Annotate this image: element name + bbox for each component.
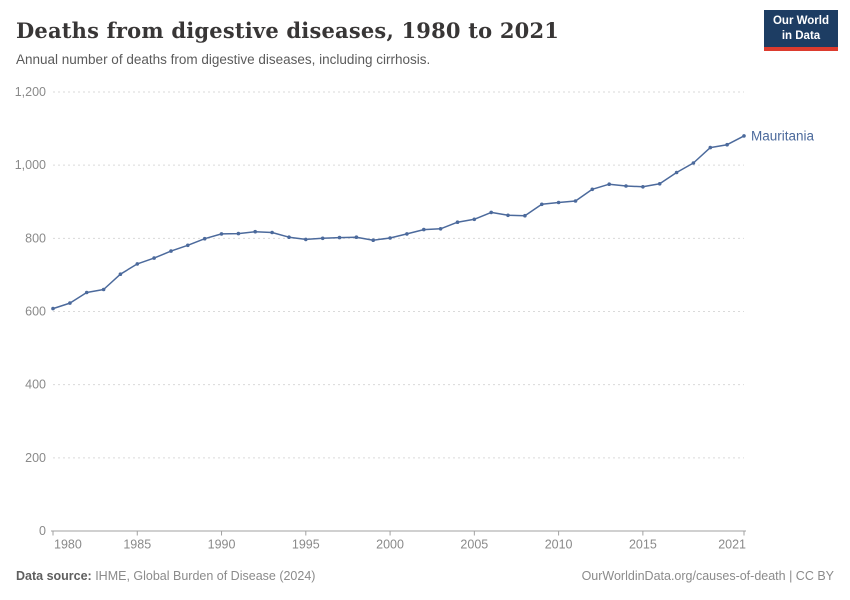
y-tick-label-0: 0 xyxy=(39,524,46,538)
y-tick-label-1200: 1,200 xyxy=(15,85,46,99)
data-point-2008[interactable] xyxy=(523,213,527,218)
attribution-link[interactable]: OurWorldinData.org/causes-of-death | CC … xyxy=(581,569,834,583)
data-point-2004[interactable] xyxy=(455,220,460,224)
data-point-2000[interactable] xyxy=(388,236,392,240)
data-point-2002[interactable] xyxy=(422,227,426,232)
chart-subtitle: Annual number of deaths from digestive d… xyxy=(16,52,431,67)
data-point-1997[interactable] xyxy=(337,235,342,240)
data-point-1981[interactable] xyxy=(68,301,72,305)
data-source: Data source: IHME, Global Burden of Dise… xyxy=(16,569,315,583)
data-point-1999[interactable] xyxy=(371,238,376,242)
owid-logo-line1: Our World xyxy=(772,15,829,27)
data-point-1980[interactable] xyxy=(51,306,55,311)
data-point-2020[interactable] xyxy=(725,142,729,147)
x-tick-label-2005: 2005 xyxy=(460,538,488,552)
x-tick-label-2021: 2021 xyxy=(718,538,746,552)
data-point-1991[interactable] xyxy=(236,231,241,236)
y-tick-label-1000: 1,000 xyxy=(15,158,46,172)
data-point-2005[interactable] xyxy=(472,217,477,222)
data-point-2016[interactable] xyxy=(657,182,662,186)
data-point-2009[interactable] xyxy=(540,202,544,207)
data-point-2017[interactable] xyxy=(674,170,679,175)
data-point-2010[interactable] xyxy=(556,200,561,205)
owid-logo-line2: in Data xyxy=(781,29,821,42)
data-point-1989[interactable] xyxy=(202,236,207,241)
trend-line-mauritania[interactable] xyxy=(52,135,745,310)
data-source-value: IHME, Global Burden of Disease (2024) xyxy=(91,569,316,583)
data-point-1995[interactable] xyxy=(304,237,308,242)
data-point-2018[interactable] xyxy=(691,161,696,165)
y-tick-label-200: 200 xyxy=(25,451,46,465)
data-point-2014[interactable] xyxy=(624,184,628,188)
data-point-1984[interactable] xyxy=(118,272,123,277)
data-point-2021[interactable] xyxy=(742,134,746,138)
owid-logo[interactable]: Our World in Data xyxy=(764,10,838,51)
page-title: Deaths from digestive diseases, 1980 to … xyxy=(16,18,560,43)
data-point-1992[interactable] xyxy=(253,229,257,234)
data-point-2012[interactable] xyxy=(590,187,595,192)
y-tick-label-600: 600 xyxy=(25,305,46,319)
data-point-2011[interactable] xyxy=(573,199,578,203)
data-point-1996[interactable] xyxy=(320,236,325,241)
data-point-2006[interactable] xyxy=(489,210,494,215)
data-point-2001[interactable] xyxy=(405,232,409,236)
data-point-1993[interactable] xyxy=(270,230,274,235)
y-tick-label-400: 400 xyxy=(25,378,46,392)
entity-label-mauritania[interactable]: Mauritania xyxy=(751,128,815,143)
x-tick-label-2015: 2015 xyxy=(629,538,657,552)
data-point-2003[interactable] xyxy=(438,227,443,231)
data-point-1990[interactable] xyxy=(219,232,224,236)
x-tick-label-1995: 1995 xyxy=(292,538,320,552)
x-tick-label-1985: 1985 xyxy=(123,538,151,552)
data-point-1985[interactable] xyxy=(135,262,140,266)
data-point-1994[interactable] xyxy=(287,235,291,239)
data-point-1983[interactable] xyxy=(101,287,106,292)
data-point-1986[interactable] xyxy=(152,256,156,260)
x-tick-label-2000: 2000 xyxy=(376,538,404,552)
data-point-1982[interactable] xyxy=(84,290,89,295)
data-point-2007[interactable] xyxy=(506,213,510,218)
y-tick-label-800: 800 xyxy=(25,231,46,245)
data-point-2013[interactable] xyxy=(607,182,611,186)
x-tick-label-1990: 1990 xyxy=(208,538,236,552)
data-source-label: Data source: xyxy=(16,569,92,583)
x-tick-label-1980: 1980 xyxy=(54,538,82,552)
data-point-1988[interactable] xyxy=(186,243,190,248)
data-point-2019[interactable] xyxy=(708,145,713,150)
data-point-1987[interactable] xyxy=(169,249,173,253)
x-tick-label-2010: 2010 xyxy=(545,538,573,552)
data-point-2015[interactable] xyxy=(641,185,645,189)
data-point-1998[interactable] xyxy=(354,235,359,239)
